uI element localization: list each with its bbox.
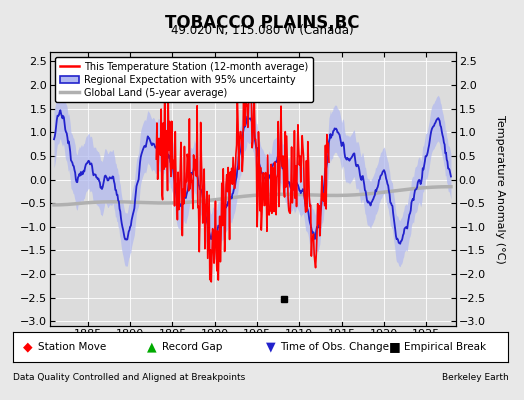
Text: Record Gap: Record Gap: [161, 342, 222, 352]
Text: Empirical Break: Empirical Break: [405, 342, 486, 352]
Text: Data Quality Controlled and Aligned at Breakpoints: Data Quality Controlled and Aligned at B…: [13, 374, 245, 382]
Text: 49.020 N, 115.080 W (Canada): 49.020 N, 115.080 W (Canada): [171, 24, 353, 37]
Text: ▲: ▲: [147, 340, 157, 354]
Text: ▼: ▼: [266, 340, 276, 354]
Text: ◆: ◆: [23, 340, 33, 354]
Text: ■: ■: [388, 340, 400, 354]
Text: Berkeley Earth: Berkeley Earth: [442, 374, 508, 382]
Legend: This Temperature Station (12-month average), Regional Expectation with 95% uncer: This Temperature Station (12-month avera…: [54, 57, 313, 102]
Text: Time of Obs. Change: Time of Obs. Change: [280, 342, 389, 352]
Y-axis label: Temperature Anomaly (°C): Temperature Anomaly (°C): [495, 115, 505, 263]
Text: TOBACCO PLAINS,BC: TOBACCO PLAINS,BC: [165, 14, 359, 32]
Text: Station Move: Station Move: [38, 342, 106, 352]
